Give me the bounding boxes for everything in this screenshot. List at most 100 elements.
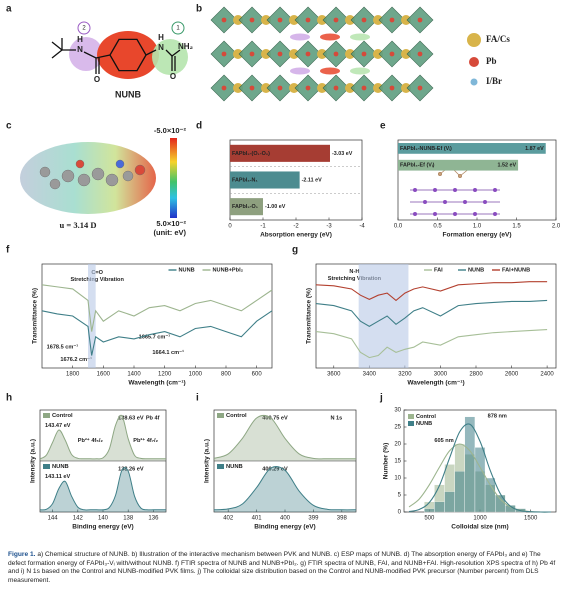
x-axis-label: Absorption energy (eV) — [260, 232, 332, 239]
peak-area — [40, 467, 166, 512]
y-tick-label: 0 — [398, 510, 402, 516]
x-tick-label: 144 — [48, 516, 59, 522]
bar — [398, 143, 546, 154]
x-tick-label: 2400 — [540, 372, 554, 378]
x-tick-label: 1000 — [189, 372, 203, 378]
series-line — [315, 299, 548, 328]
pb-atom — [221, 51, 227, 57]
x-tick-label: 2600 — [505, 372, 519, 378]
a-cation — [261, 15, 271, 25]
pb-atom — [389, 85, 395, 91]
annotation: 143.11 eV — [45, 474, 70, 480]
x-axis-label: Wavelength (cm⁻¹) — [407, 380, 464, 387]
pb-atom — [249, 51, 255, 57]
legend-swatch — [408, 421, 414, 426]
legend-label: NUNB — [468, 267, 484, 273]
x-tick-label: 0.0 — [394, 224, 403, 230]
x-tick-label: 1000 — [473, 516, 487, 522]
x-tick-label: 1200 — [158, 372, 172, 378]
y-axis-label: Transmittance (%) — [306, 288, 313, 344]
x-tick-label: 142 — [73, 516, 84, 522]
a-cation — [233, 15, 243, 25]
spectrum — [213, 466, 357, 511]
site-circle — [171, 21, 185, 35]
bar — [230, 198, 263, 216]
histogram-bar — [495, 494, 506, 513]
y-tick-label: 10 — [394, 476, 401, 482]
x-tick-label: 1.5 — [512, 224, 521, 230]
x-tick-label: 1400 — [127, 372, 141, 378]
pb-atom — [333, 17, 339, 23]
series-label: Control — [226, 413, 247, 419]
y-axis-label: Intensity (a.u.) — [30, 439, 37, 483]
atom: NH₂ — [178, 42, 194, 51]
atoms-3d — [39, 159, 146, 190]
colorbar — [170, 138, 177, 218]
annotation: Stretching Vibration — [328, 276, 382, 282]
atom: O — [94, 75, 100, 84]
spectrum — [39, 467, 166, 511]
fit-curve — [408, 423, 551, 513]
x-tick-label: 3600 — [327, 372, 341, 378]
annotation: 1664.1 cm⁻¹ — [152, 349, 184, 356]
panel-letter: c — [6, 121, 12, 132]
legend-swatch — [217, 413, 224, 418]
category-label: FAPbI₃-N₁ — [232, 177, 258, 183]
y-tick-label: 15 — [394, 459, 401, 465]
site-glow — [69, 37, 103, 71]
x-tick-label: 500 — [424, 516, 435, 522]
colorbar-label: -5.0×10⁻² — [154, 126, 187, 135]
pb-atom — [417, 85, 423, 91]
shaded-region — [88, 264, 96, 368]
category-label: FAPbI₃-NUNB-Ef (Vᵢ) — [400, 146, 452, 152]
pb-atom — [277, 51, 283, 57]
y-tick-label: 25 — [394, 425, 401, 431]
x-tick-label: 399 — [308, 516, 319, 522]
site-glow — [97, 31, 159, 79]
value-label: -2.11 eV — [302, 177, 322, 183]
value-label: 1.52 eV — [497, 163, 516, 169]
series-line — [41, 310, 273, 356]
legend-label: FAI+NUNB — [502, 267, 530, 273]
annotation: Pb²⁺ 4f₅/₂ — [78, 437, 104, 444]
x-tick-label: -1 — [260, 224, 266, 230]
a-cation — [233, 49, 243, 59]
series-label: NUNB — [226, 464, 243, 470]
legend-swatch — [43, 413, 50, 418]
annotation: 143.47 eV — [45, 423, 71, 429]
pb-atom — [221, 85, 227, 91]
series-label: Control — [52, 413, 73, 419]
histogram-bar — [434, 501, 445, 513]
y-axis-label: Transmittance (%) — [32, 288, 39, 344]
legend-label: FA/Cs — [486, 34, 510, 44]
a-cation — [373, 83, 383, 93]
x-tick-label: 1500 — [524, 516, 538, 522]
x-tick-label: 402 — [223, 516, 234, 522]
x-tick-label: 140 — [98, 516, 109, 522]
defect-structure — [410, 163, 500, 216]
a-cation — [261, 49, 271, 59]
pb-atom — [277, 85, 283, 91]
y-tick-label: 20 — [394, 442, 401, 448]
legend-label: NUNB+PbI₂ — [213, 267, 244, 273]
bar — [230, 144, 330, 162]
atom: H — [77, 35, 83, 44]
x-tick-label: 3200 — [398, 372, 412, 378]
histogram-bar — [484, 477, 496, 513]
legend-label: NUNB — [179, 267, 195, 273]
a-cation — [289, 49, 299, 59]
histogram-bar — [454, 471, 465, 513]
legend-label: Pb — [486, 56, 497, 66]
pb-atom — [305, 51, 311, 57]
x-axis-label: Formation energy (eV) — [443, 232, 512, 239]
annotation: 138.26 eV — [118, 467, 144, 473]
a-cation — [289, 15, 299, 25]
nunb-site — [350, 33, 370, 41]
x-tick-label: 398 — [337, 516, 348, 522]
x-axis-label: Wavelength (cm⁻¹) — [128, 380, 185, 387]
site-glow — [152, 39, 188, 75]
x-tick-label: 401 — [252, 516, 263, 522]
x-tick-label: 3400 — [363, 372, 377, 378]
annotation: 605 nm — [434, 438, 453, 444]
value-label: -3.03 eV — [332, 151, 353, 157]
